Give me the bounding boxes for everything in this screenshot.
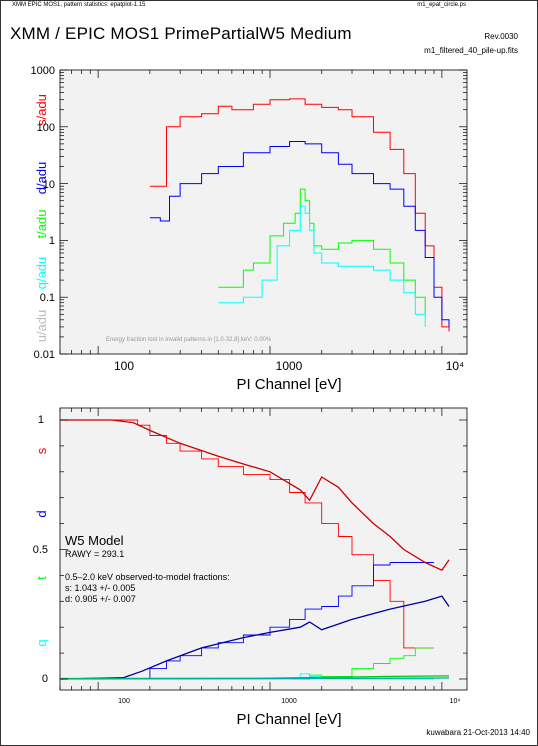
top-xtick-label-10000: 10⁴	[446, 359, 465, 373]
bottom-ylabel-d: d	[34, 510, 49, 517]
bottom-xtick-label-1000: 1000	[281, 698, 297, 705]
bottom-series-d-model	[59, 595, 450, 680]
bottom-series-d	[137, 562, 434, 680]
fraction-d: d: 0.905 +/- 0.007	[65, 594, 136, 604]
bottom-series-s	[60, 419, 434, 649]
top-ytick-label-0.1: 0.1	[40, 292, 55, 304]
top-tick-group	[59, 69, 467, 355]
top-xtick-label-1000: 1000	[276, 359, 303, 373]
header-left: XMM EPIC MOS1, pattern statistics: epatp…	[12, 2, 146, 8]
bottom-series-s-model	[60, 419, 450, 572]
fraction-title: 0.5–2.0 keV observed-to-model fractions:	[65, 572, 230, 582]
bottom-ylabel-t: t	[34, 576, 49, 580]
bottom-ytick-label-1: 1	[38, 414, 44, 426]
header-right: m1_epat_circle.ps	[417, 2, 466, 8]
bottom-xtick-label-100: 100	[118, 698, 130, 705]
top-ytick-label-100: 100	[37, 122, 55, 134]
bottom-series-q-model	[59, 677, 450, 680]
top-xlabel: PI Channel [eV]	[236, 376, 341, 393]
bottom-plot-area	[59, 407, 468, 691]
top-ylabel-s: s/adu	[34, 94, 49, 126]
model-title: W5 Model	[65, 533, 124, 548]
top-ytick-label-1000: 1000	[31, 65, 55, 77]
top-series-d-adu	[149, 141, 450, 327]
fraction-s: s: 1.043 +/- 0.005	[65, 583, 135, 593]
bottom-tick-group	[59, 408, 467, 690]
bottom-series-q	[289, 673, 434, 680]
top-ytick-label-1: 1	[49, 235, 55, 247]
revision-label: Rev.0030	[484, 32, 518, 41]
bottom-ytick-label-0: 0	[42, 673, 48, 685]
top-series-t-adu	[218, 188, 426, 315]
top-xtick-label-100: 100	[114, 359, 134, 373]
bottom-xlabel: PI Channel [eV]	[236, 711, 341, 728]
top-series-q-adu	[218, 205, 426, 327]
top-annotation: Energy fraction lost in invalid patterns…	[106, 337, 272, 343]
top-ylabel-d: d/adu	[34, 162, 49, 195]
rawy-label: RAWY = 293.1	[65, 549, 124, 559]
page-title: XMM / EPIC MOS1 PrimePartialW5 Medium	[10, 24, 352, 43]
top-ylabel-u: u/adu	[34, 310, 49, 343]
bottom-ylabel-s: s	[34, 447, 49, 454]
bottom-series-group	[59, 419, 450, 680]
bottom-series-t	[300, 647, 434, 680]
bottom-xtick-label-10000: 10⁴	[450, 698, 461, 705]
top-ytick-label-10: 10	[43, 179, 55, 191]
top-ylabel-t: t/adu	[34, 210, 49, 239]
bottom-ytick-label-0.5: 0.5	[33, 544, 48, 556]
top-series-s-adu	[149, 98, 450, 332]
top-ytick-label-0.01: 0.01	[34, 349, 55, 361]
filename-label: m1_filtered_40_pile-up.fits	[424, 46, 518, 55]
bottom-ylabel-q: q	[34, 639, 49, 646]
footer-credit: kuwabara 21-Oct-2013 14:40	[426, 728, 530, 737]
top-ylabel-q: q/adu	[34, 257, 49, 290]
top-plot-area	[59, 69, 468, 355]
top-series-group	[149, 98, 450, 332]
